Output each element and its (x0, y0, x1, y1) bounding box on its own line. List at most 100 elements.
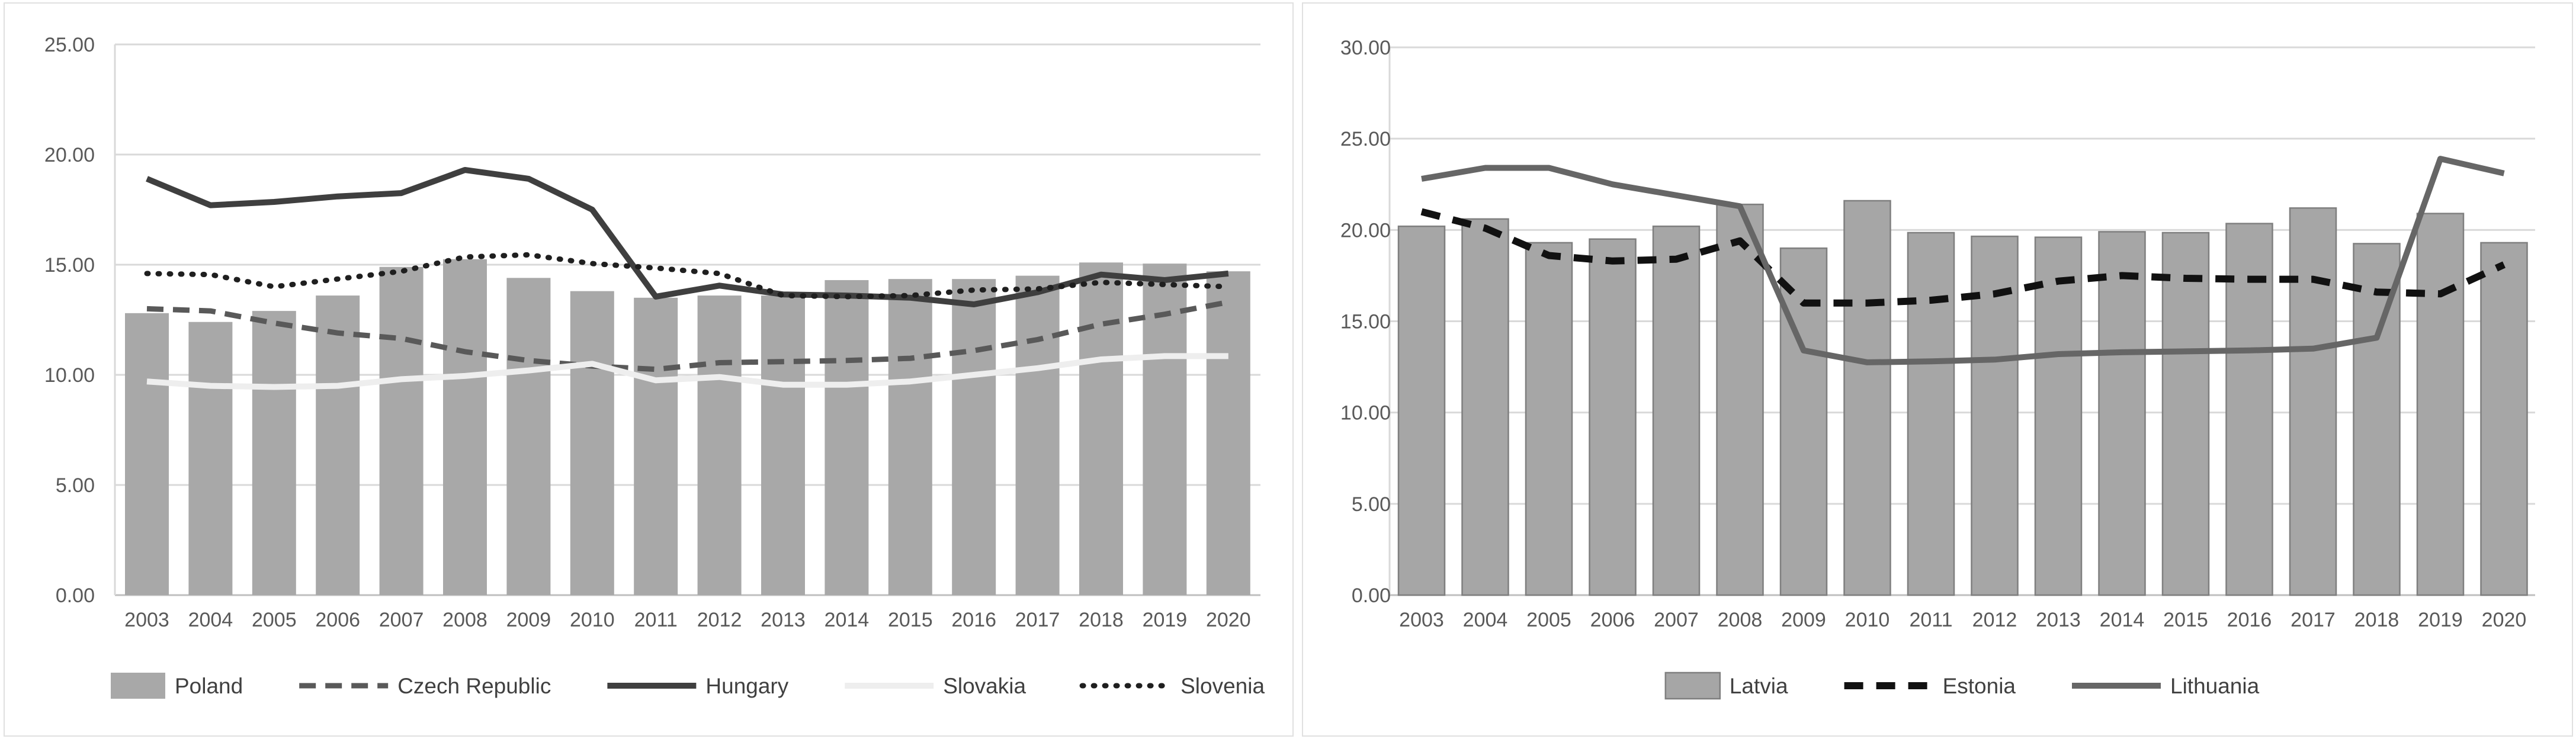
y-axis-labels: 0.00 5.00 10.00 15.00 20.00 25.00 30.00 (1340, 37, 1391, 607)
x-tick-label-2018: 2018 (2354, 609, 2399, 631)
bar-latvia-2007 (1652, 225, 1701, 596)
line-hungary (146, 167, 1229, 307)
bar-poland-2012 (697, 295, 742, 595)
x-tick-label-2013: 2013 (761, 609, 806, 631)
x-tick-label-2006: 2006 (1590, 609, 1635, 631)
x-tick-label-2005: 2005 (252, 609, 297, 631)
x-tick-label-2007: 2007 (1654, 609, 1699, 631)
bar-poland-2011 (634, 297, 678, 595)
bar-latvia-2008 (1716, 203, 1764, 596)
bar-latvia-2016 (2225, 223, 2273, 596)
bar-poland-2009 (506, 278, 551, 595)
bar-poland-2010 (570, 291, 614, 595)
x-tick-label-2006: 2006 (315, 609, 360, 631)
x-tick-label-2008: 2008 (1718, 609, 1763, 631)
series-latvia (1397, 200, 2528, 596)
legend-label-slovakia: Slovakia (943, 674, 1026, 698)
x-tick-label-2013: 2013 (2036, 609, 2081, 631)
line-slovenia (144, 252, 1231, 300)
x-tick-label-2011: 2011 (634, 609, 678, 631)
series-slovenia (144, 252, 1231, 300)
bar-poland-2005 (252, 311, 296, 595)
legend-label-estonia: Estonia (1943, 674, 2016, 698)
x-tick-label-2011: 2011 (1909, 609, 1952, 631)
line-estonia (1420, 208, 2506, 307)
legend-item-lithuania: Lithuania (2072, 674, 2260, 698)
legend-label-czech-republic: Czech Republic (397, 674, 551, 698)
gridlines (1388, 46, 2535, 596)
y-tick-label-20.00: 20.00 (1340, 219, 1391, 242)
x-tick-label-2010: 2010 (570, 609, 615, 631)
x-tick-label-2014: 2014 (2100, 609, 2145, 631)
bar-poland-2018 (1079, 262, 1123, 595)
x-tick-label-2015: 2015 (2163, 609, 2208, 631)
bar-poland-2015 (888, 279, 932, 595)
x-tick-label-2007: 2007 (379, 609, 424, 631)
bar-latvia-2015 (2161, 232, 2210, 596)
bar-latvia-2013 (2034, 236, 2083, 596)
bar-latvia-2006 (1589, 238, 1637, 596)
legend-swatch-poland-icon (111, 673, 165, 699)
bar-poland-2007 (379, 266, 424, 596)
legend-label-hungary: Hungary (705, 674, 788, 698)
bar-poland-2014 (825, 280, 869, 595)
legend: Poland Czech Republic Hungary Slovakia Slove… (111, 673, 1265, 699)
x-tick-label-2009: 2009 (1781, 609, 1826, 631)
x-axis-labels: 2003 2004 2005 2006 2007 2008 2009 2010 2011 2012… (1399, 609, 2526, 631)
x-tick-label-2010: 2010 (1845, 609, 1890, 631)
y-tick-label-10.00: 10.00 (1340, 402, 1391, 425)
bar-latvia-2010 (1843, 200, 1891, 596)
bar-poland-2003 (125, 313, 169, 595)
series-slovakia (146, 353, 1228, 390)
x-tick-label-2020: 2020 (1206, 609, 1251, 631)
series-estonia (1420, 208, 2506, 307)
legend-item-poland: Poland (111, 673, 243, 699)
bar-latvia-2011 (1907, 232, 1955, 596)
bar-poland-2004 (188, 322, 233, 595)
y-tick-label-30.00: 30.00 (1340, 37, 1391, 59)
x-tick-label-2019: 2019 (2418, 609, 2463, 631)
bar-poland-2019 (1143, 264, 1187, 595)
line-lithuania (1421, 156, 2505, 365)
y-tick-label-0.00: 0.00 (56, 584, 95, 607)
x-tick-label-2003: 2003 (124, 609, 169, 631)
line-czech-republic (146, 299, 1229, 372)
x-tick-label-2008: 2008 (442, 609, 487, 631)
x-tick-label-2004: 2004 (188, 609, 233, 631)
bar-latvia-2003 (1397, 225, 1446, 596)
x-tick-label-2017: 2017 (1015, 609, 1060, 631)
x-tick-label-2018: 2018 (1079, 609, 1124, 631)
chart-panel-baltics: 0.00 5.00 10.00 15.00 20.00 25.00 30.00 2003 200… (1302, 2, 2573, 737)
x-axis-labels: 2003 2004 2005 2006 2007 2008 2009 2010 2011 2012… (124, 609, 1250, 631)
bar-poland-2008 (443, 259, 487, 595)
x-tick-label-2004: 2004 (1463, 609, 1508, 631)
bar-latvia-2005 (1525, 242, 1573, 596)
line-slovakia (146, 353, 1228, 390)
y-tick-label-5.00: 5.00 (56, 474, 95, 497)
y-axis-labels: 0.00 5.00 10.00 15.00 20.00 25.00 (44, 34, 95, 607)
x-tick-label-2019: 2019 (1143, 609, 1188, 631)
y-tick-label-25.00: 25.00 (1340, 128, 1391, 150)
series-czech-republic (146, 299, 1229, 372)
legend-label-slovenia: Slovenia (1180, 674, 1265, 698)
series-poland (125, 259, 1250, 596)
y-tick-label-15.00: 15.00 (44, 254, 95, 277)
x-tick-label-2017: 2017 (2291, 609, 2336, 631)
bar-poland-2017 (1015, 275, 1060, 596)
visegrad-chart-svg: 0.00 5.00 10.00 15.00 20.00 25.00 2003 2004 2005… (44, 34, 1265, 699)
x-tick-label-2020: 2020 (2482, 609, 2527, 631)
y-tick-label-20.00: 20.00 (44, 144, 95, 166)
legend-label-poland: Poland (175, 674, 243, 698)
legend-item-czech-republic: Czech Republic (299, 674, 551, 698)
y-tick-label-10.00: 10.00 (44, 364, 95, 387)
legend-item-latvia: Latvia (1664, 671, 1788, 700)
bar-latvia-2020 (2480, 242, 2528, 596)
x-tick-label-2009: 2009 (506, 609, 551, 631)
x-tick-label-2016: 2016 (2227, 609, 2272, 631)
bar-latvia-2019 (2416, 213, 2465, 596)
bar-latvia-2017 (2289, 207, 2337, 596)
bar-poland-2020 (1206, 271, 1250, 595)
legend-swatch-latvia-icon (1664, 671, 1721, 700)
bar-poland-2016 (952, 279, 996, 595)
